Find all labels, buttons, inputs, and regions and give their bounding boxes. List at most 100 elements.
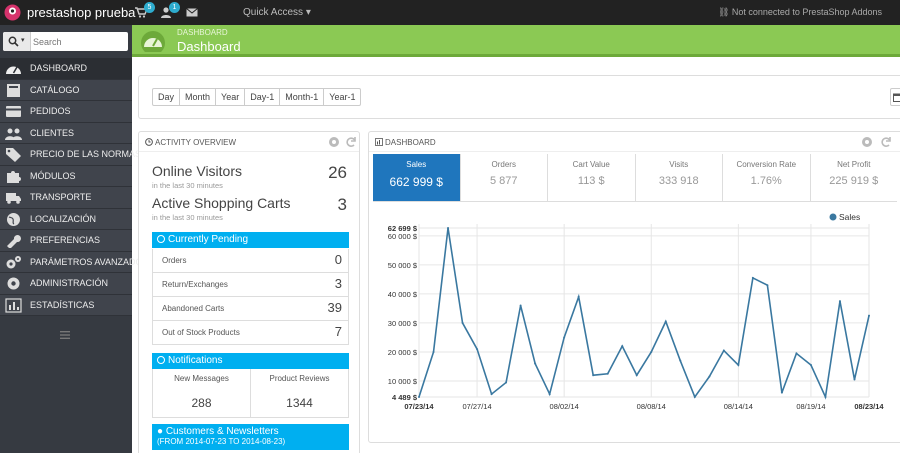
- kpi-tabs: Sales 662 999 $ Orders 5 877 Cart Value 113…: [373, 154, 897, 202]
- sales-line-chart: 62 699 $60 000 $ 50 000 $ 40 000 $ 30 000 $…: [388, 212, 885, 411]
- tab-conversion-rate[interactable]: Conversion Rate 1.76%: [723, 154, 811, 201]
- prestashop-logo-icon[interactable]: [4, 4, 21, 21]
- sales-data-point: [809, 364, 812, 367]
- sidebar-item-estadisticas[interactable]: ESTADÍSTICAS: [0, 294, 132, 316]
- tab-net-profit[interactable]: Net Profit 225 919 $: [829, 160, 879, 187]
- sales-data-point: [534, 362, 537, 365]
- pending-row-orders[interactable]: Orders 0: [152, 249, 349, 273]
- quick-access-dropdown[interactable]: Quick Access ▾: [243, 7, 311, 18]
- clock-icon: [145, 138, 153, 146]
- calendar-button[interactable]: [890, 88, 900, 106]
- product-reviews-cell[interactable]: Product Reviews 1344: [250, 369, 348, 417]
- y-tick-label: 10 000 $: [388, 377, 418, 386]
- addons-connection-status[interactable]: ⛓ Not connected to PrestaShop Addons: [717, 7, 882, 17]
- sales-data-point: [621, 345, 624, 348]
- notifications-grid: New Messages 288 Product Reviews 1344: [152, 369, 349, 418]
- sales-data-point: [650, 350, 653, 353]
- sales-data-point: [563, 336, 566, 339]
- sidebar-item-localizacion[interactable]: LOCALIZACIÓN: [0, 208, 132, 230]
- day-button[interactable]: Day: [152, 88, 181, 106]
- sidebar-item-administracion[interactable]: ADMINISTRACIÓN: [0, 273, 132, 295]
- notifications-header: Notifications: [152, 353, 349, 369]
- user-icon[interactable]: [160, 7, 172, 18]
- previous-day-button[interactable]: Day-1: [245, 88, 281, 106]
- caret-down-icon: ▾: [21, 37, 25, 44]
- panel-heading: DASHBOARD: [369, 132, 900, 152]
- sales-data-point: [476, 348, 479, 351]
- calendar-icon: [893, 93, 900, 102]
- credit-card-icon: [6, 106, 21, 117]
- sidebar-item-pedidos[interactable]: PEDIDOS: [0, 101, 132, 123]
- sidebar: ▾ DASHBOARD CATÁLOGO PEDIDOS CLIENTES PR…: [0, 25, 149, 453]
- panel-title: ACTIVITY OVERVIEW: [155, 138, 237, 147]
- tab-visits[interactable]: Visits 333 918: [636, 154, 723, 201]
- sales-data-point: [853, 378, 856, 381]
- sidebar-item-precio-normas[interactable]: PRECIO DE LAS NORMAS: [0, 144, 141, 166]
- x-tick-label: 08/19/14: [796, 402, 825, 411]
- online-visitors-label: Online Visitors: [152, 163, 243, 179]
- info-icon: [157, 356, 165, 364]
- dashboard-chart-panel: DASHBOARD Sales 662 999 $ Orders 5 877 Car…: [368, 131, 900, 443]
- tab-sales[interactable]: Sales 662 999 $: [373, 154, 461, 201]
- sidebar-item-modulos[interactable]: MÓDULOS: [0, 165, 132, 187]
- sidebar-item-catalogo[interactable]: CATÁLOGO: [0, 79, 132, 101]
- book-icon: [7, 83, 20, 97]
- y-tick-label: 60 000 $: [388, 232, 418, 241]
- x-tick-label: 07/27/14: [462, 402, 491, 411]
- envelope-icon[interactable]: [186, 7, 198, 18]
- sales-data-point: [606, 372, 609, 375]
- month-button[interactable]: Month: [180, 88, 217, 106]
- sidebar-item-clientes[interactable]: CLIENTES: [0, 122, 132, 144]
- configure-icon[interactable]: [861, 136, 873, 148]
- previous-year-button[interactable]: Year-1: [324, 88, 362, 106]
- refresh-icon[interactable]: [345, 136, 357, 148]
- sidebar-item-dashboard[interactable]: DASHBOARD: [0, 58, 132, 80]
- active-carts-caption: in the last 30 minutes: [152, 213, 223, 222]
- sales-data-point: [664, 320, 667, 323]
- orders-badge: 5: [144, 2, 155, 13]
- sales-data-point: [490, 393, 493, 396]
- sidebar-item-transporte[interactable]: TRANSPORTE: [0, 187, 132, 209]
- sales-data-point: [766, 284, 769, 287]
- sales-data-point: [708, 375, 711, 378]
- y-tick-label: 40 000 $: [388, 290, 418, 299]
- y-tick-label: 50 000 $: [388, 261, 418, 270]
- bar-chart-icon: [375, 138, 383, 146]
- year-button[interactable]: Year: [216, 88, 246, 106]
- link-icon: ⛓: [717, 7, 730, 17]
- sales-data-point: [519, 304, 522, 307]
- customers-newsletters-header: ● Customers & Newsletters (FROM 2014-07-…: [152, 424, 349, 450]
- date-range-button-group: Day Month Year Day-1 Month-1 Year-1: [152, 88, 362, 106]
- sales-data-point: [722, 349, 725, 352]
- collapse-menu-icon[interactable]: [60, 331, 70, 339]
- tab-orders[interactable]: Orders 5 877: [461, 154, 548, 201]
- pending-row-abandoned-carts[interactable]: Abandoned Carts 39: [152, 297, 349, 321]
- x-tick-label: 08/23/14: [854, 402, 884, 411]
- sales-data-point: [432, 350, 435, 353]
- date-range-panel: Day Month Year Day-1 Month-1 Year-1: [138, 75, 900, 119]
- clock-icon: [157, 235, 165, 243]
- cogs-icon: [6, 255, 21, 268]
- refresh-icon[interactable]: [880, 136, 892, 148]
- dashboard-gauge-icon: [141, 31, 165, 52]
- breadcrumb[interactable]: DASHBOARD: [177, 28, 228, 37]
- sales-data-point: [838, 300, 841, 303]
- tab-cart-value[interactable]: Cart Value 113 $: [548, 154, 636, 201]
- x-tick-label: 08/02/14: [550, 402, 579, 411]
- configure-icon[interactable]: [328, 136, 340, 148]
- online-visitors-caption: in the last 30 minutes: [152, 181, 223, 190]
- sales-data-point: [737, 364, 740, 367]
- new-messages-cell[interactable]: New Messages 288: [174, 374, 229, 410]
- users-icon: [5, 128, 22, 140]
- pending-list: Orders 0 Return/Exchanges 3 Abandoned Cart…: [152, 249, 349, 345]
- search-input[interactable]: [33, 33, 125, 50]
- sidebar-item-parametros-avanzados[interactable]: PARÁMETROS AVANZADOS: [0, 251, 149, 273]
- sidebar-item-preferencias[interactable]: PREFERENCIAS: [0, 230, 132, 252]
- shop-name[interactable]: prestashop prueba: [27, 5, 136, 20]
- search-type-button[interactable]: ▾: [3, 32, 31, 51]
- sales-data-point: [780, 391, 783, 394]
- search-box: ▾: [3, 32, 128, 51]
- previous-month-button[interactable]: Month-1: [280, 88, 325, 106]
- pending-row-out-of-stock[interactable]: Out of Stock Products 7: [152, 321, 349, 345]
- pending-row-returns[interactable]: Return/Exchanges 3: [152, 273, 349, 297]
